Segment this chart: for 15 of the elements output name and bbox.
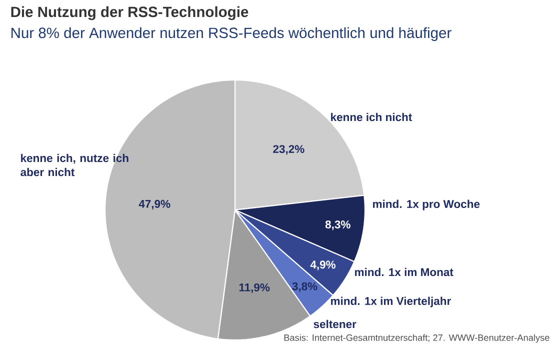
chart-subtitle: Nur 8% der Anwender nutzen RSS-Feeds wöchentlich und häufiger bbox=[12, 27, 452, 42]
data-label: 47,9% bbox=[138, 200, 170, 210]
slice-label: mind. 1x im Vierteljahr bbox=[331, 296, 451, 308]
data-label: 11,9% bbox=[239, 283, 270, 294]
slice-label: kenne ich nicht bbox=[331, 112, 412, 122]
slice-label: mind. 1x im Monat bbox=[355, 268, 454, 276]
slice-label: kenne ich, nutze ich aber nicht bbox=[20, 154, 128, 176]
text: Basis: Internet-Gesamtnutzerschaft; 27. WWW-Benutzer-Analyse bbox=[284, 334, 550, 343]
data-label: 23,2% bbox=[273, 145, 304, 155]
slice-label: seltener bbox=[314, 320, 356, 328]
chart-title: Die Nutzung der RSS-Technologie bbox=[11, 6, 248, 20]
data-label: 4,9% bbox=[310, 260, 336, 270]
slice-label: mind. 1x pro Woche bbox=[373, 200, 480, 210]
data-label: 3,8% bbox=[292, 282, 318, 292]
data-label: 8,3% bbox=[325, 220, 350, 230]
